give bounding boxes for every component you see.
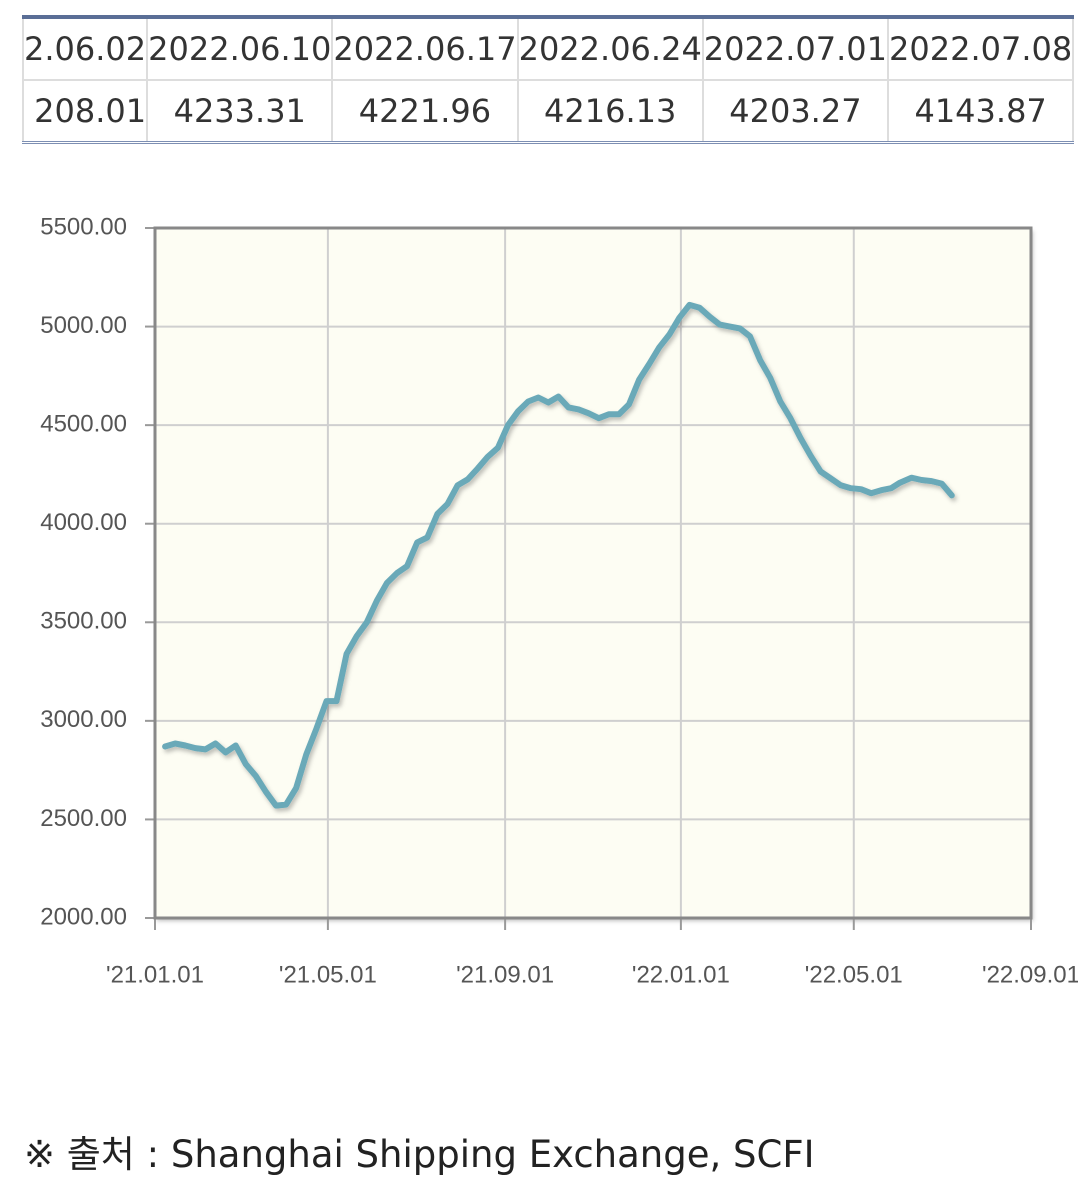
table-header-cell: 2022.07.08 [887, 16, 1075, 81]
y-tick-label: 5000.00 [40, 312, 127, 339]
table-cell: 4216.13 [516, 79, 704, 144]
y-tick-label: 4000.00 [40, 509, 127, 536]
value-row: 208.01 4233.31 4221.96 4216.13 4203.27 4143.8… [21, 79, 1075, 144]
table-header-cell: 2022.06.10 [146, 16, 334, 81]
y-tick-label: 5500.00 [40, 213, 127, 240]
table-header-cell: 2022.07.01 [701, 16, 890, 81]
table-header-cell: 2022.06.17 [331, 16, 519, 81]
x-tick-label: '21.01.01 [106, 961, 204, 988]
table-cell: 4203.27 [701, 79, 890, 144]
data-line [162, 301, 955, 809]
y-tick-label: 3000.00 [40, 706, 127, 733]
y-tick-label: 3500.00 [40, 608, 127, 635]
header-row: 2.06.02 2022.06.10 2022.06.17 2022.06.24 202… [21, 16, 1075, 81]
source-note: ※ 출처 : Shanghai Shipping Exchange, SCFI [24, 1133, 815, 1176]
x-tick-label: '21.05.01 [279, 961, 377, 988]
y-tick-label: 2000.00 [40, 903, 127, 930]
plot-border [153, 226, 1033, 920]
y-tick-label: 4500.00 [40, 410, 127, 437]
x-tick-label: '21.09.01 [456, 961, 554, 988]
x-tick-label: '22.09.01 [982, 961, 1078, 988]
plot-area [155, 228, 1031, 918]
x-tick-label: '22.05.01 [805, 961, 903, 988]
table-cell: 208.01 [21, 79, 149, 144]
table-cell: 4233.31 [146, 79, 334, 144]
data-table: 2.06.02 2022.06.10 2022.06.17 2022.06.24 202… [21, 15, 1075, 144]
table-header-cell: 2.06.02 [21, 16, 149, 81]
table-cell: 4143.87 [887, 79, 1075, 144]
table-cell: 4221.96 [331, 79, 519, 144]
y-tick-label: 2500.00 [40, 805, 127, 832]
chart: 2000.00 2500.00 3000.00 3500.00 4000.00 4500.… [40, 213, 1078, 988]
x-tick-label: '22.01.01 [632, 961, 730, 988]
table-header-cell: 2022.06.24 [516, 16, 704, 81]
